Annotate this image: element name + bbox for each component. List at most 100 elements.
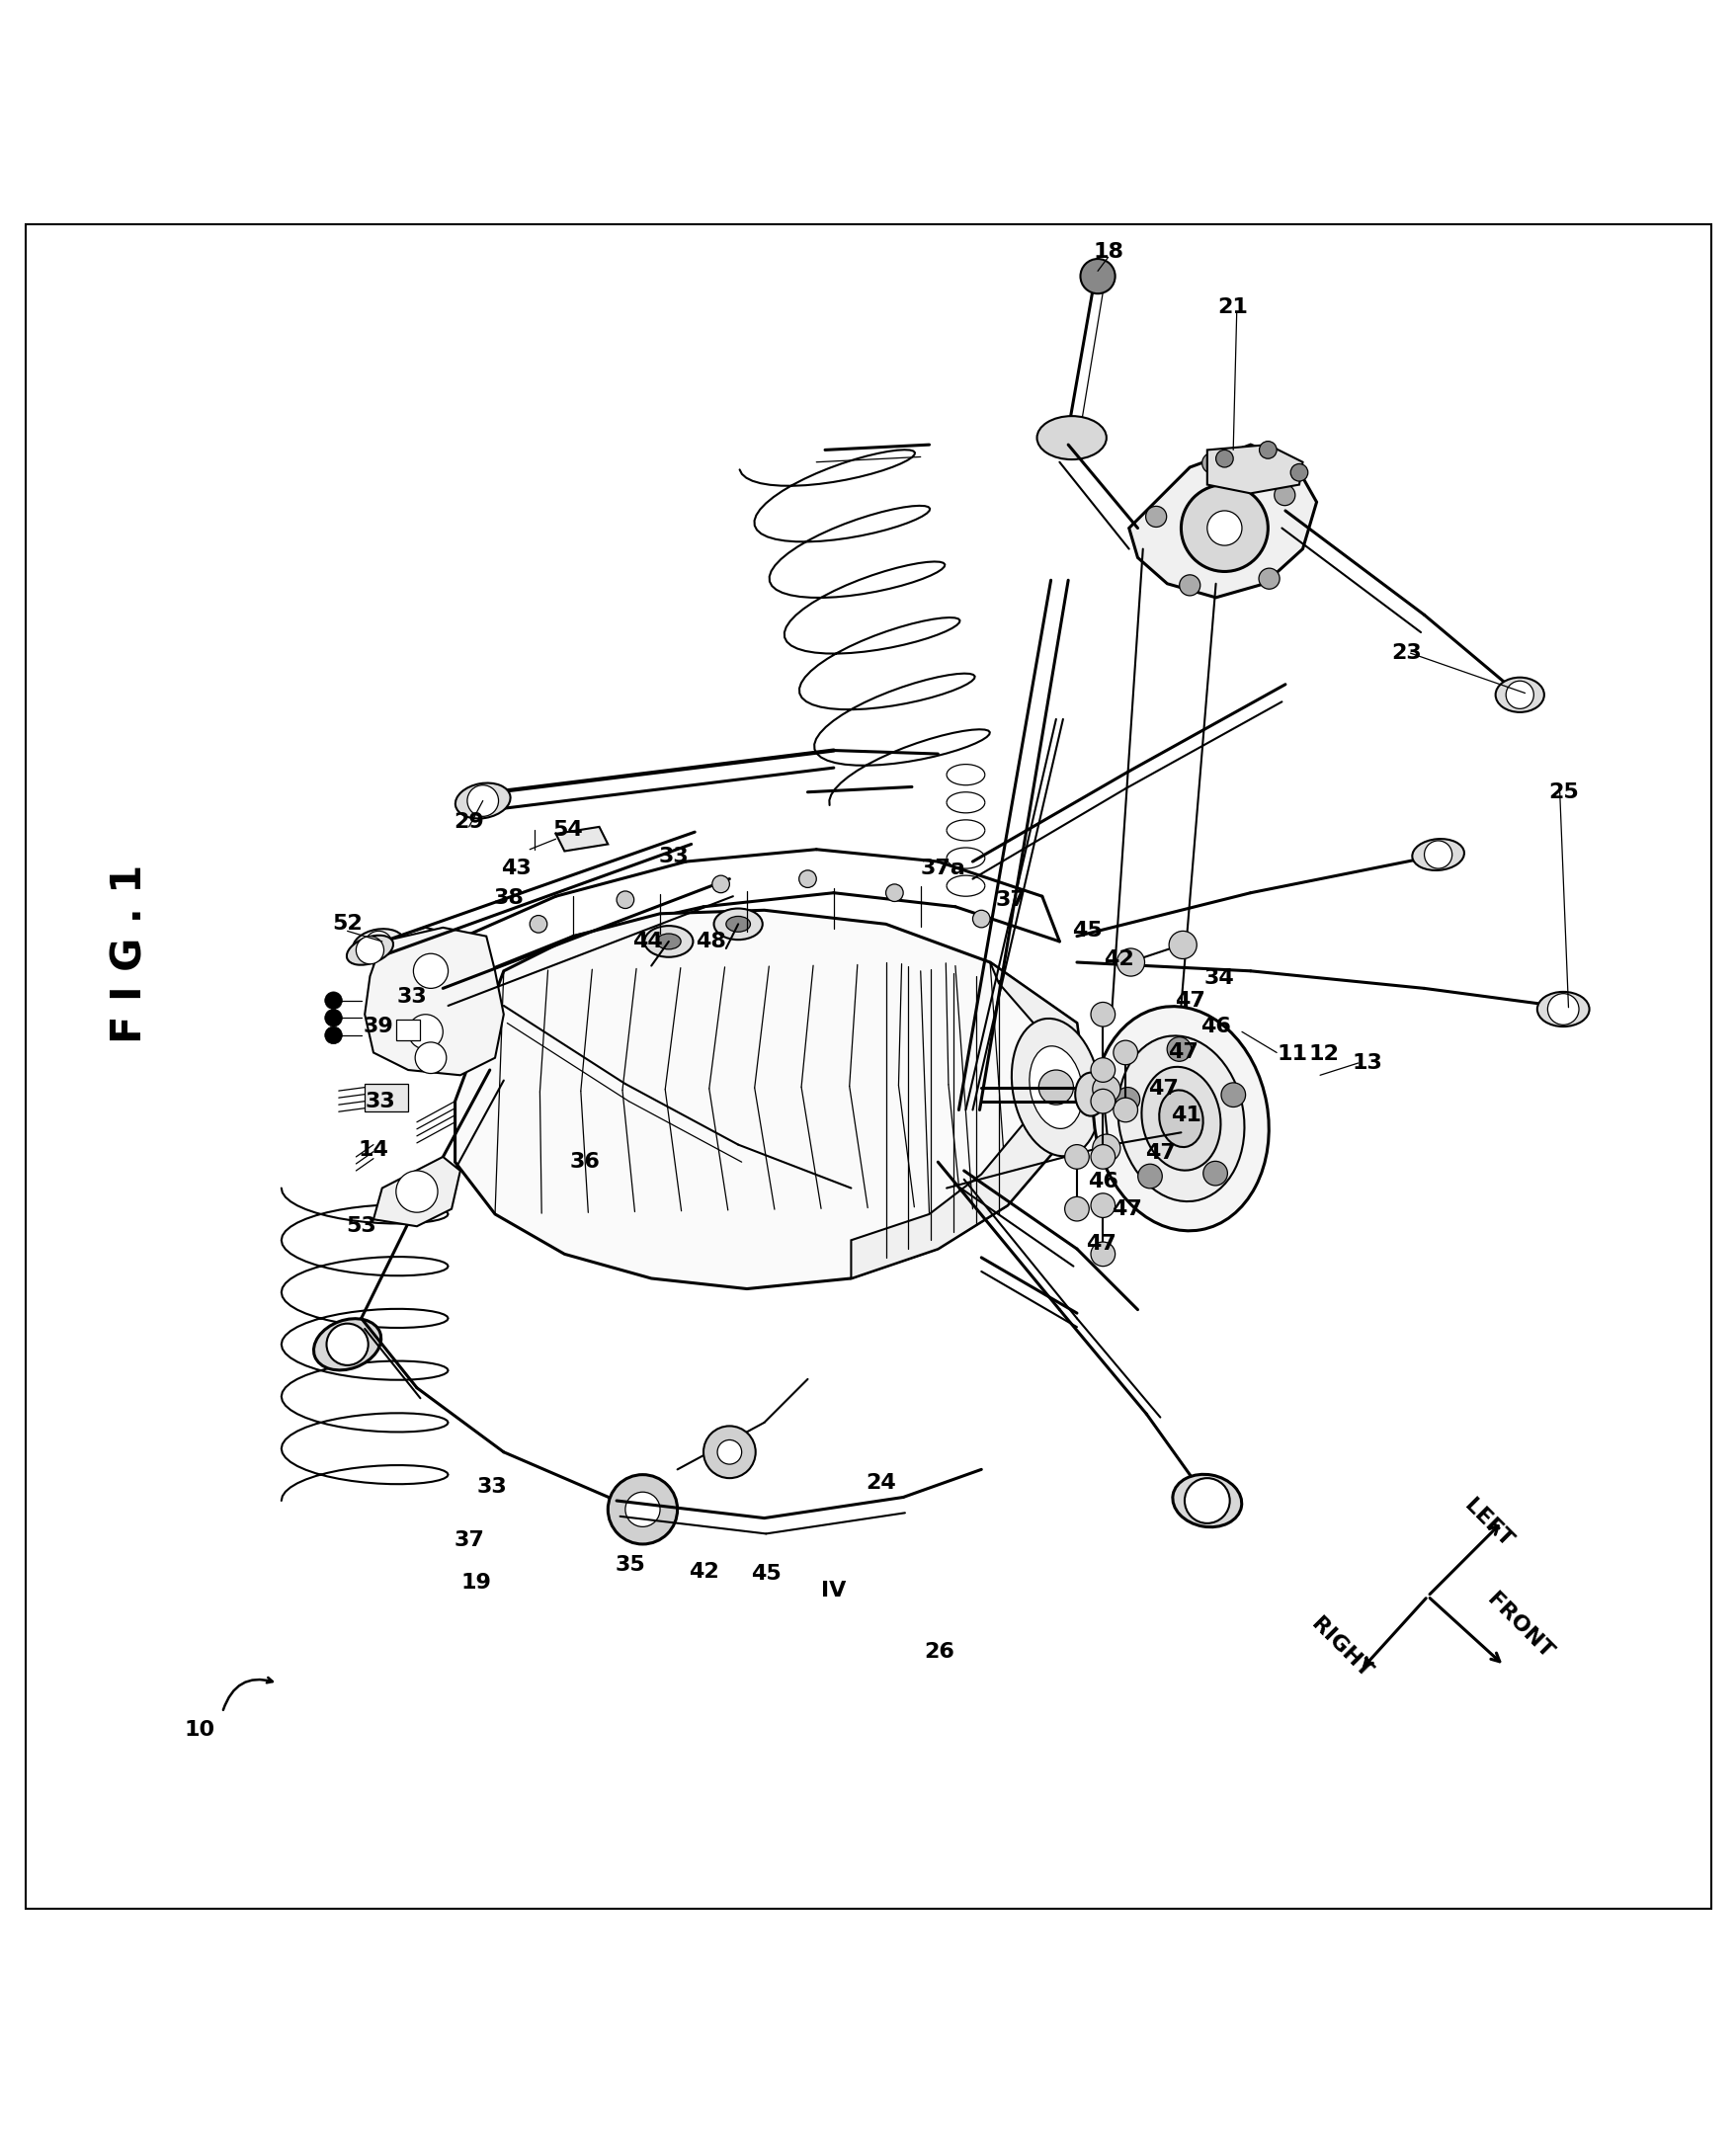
Circle shape [415, 1043, 446, 1073]
Circle shape [712, 875, 729, 894]
Circle shape [408, 1015, 443, 1049]
Circle shape [1092, 1075, 1120, 1103]
Polygon shape [365, 1084, 408, 1111]
Circle shape [1201, 452, 1222, 474]
Ellipse shape [1010, 1020, 1101, 1156]
Circle shape [325, 992, 342, 1009]
Text: 19: 19 [460, 1572, 491, 1591]
Text: 26: 26 [924, 1642, 955, 1662]
Circle shape [1116, 949, 1144, 977]
Circle shape [1090, 1003, 1115, 1026]
Text: 48: 48 [694, 932, 726, 951]
Text: LEFT: LEFT [1460, 1495, 1516, 1551]
Polygon shape [373, 928, 469, 988]
Ellipse shape [1118, 1037, 1243, 1201]
Ellipse shape [1172, 1474, 1241, 1527]
Ellipse shape [347, 936, 392, 964]
Circle shape [703, 1427, 755, 1478]
Circle shape [1215, 450, 1233, 467]
Ellipse shape [1075, 1073, 1106, 1116]
Text: 41: 41 [1170, 1105, 1201, 1124]
Ellipse shape [713, 909, 762, 941]
Circle shape [1146, 506, 1167, 527]
Circle shape [1090, 1241, 1115, 1267]
Polygon shape [556, 828, 608, 851]
Circle shape [1547, 994, 1578, 1024]
Ellipse shape [352, 928, 404, 962]
Circle shape [1090, 1090, 1115, 1113]
Text: 12: 12 [1307, 1045, 1338, 1064]
Circle shape [616, 892, 634, 909]
Text: 11: 11 [1276, 1045, 1307, 1064]
Ellipse shape [644, 926, 693, 958]
Ellipse shape [1411, 838, 1463, 870]
Circle shape [1064, 1145, 1088, 1169]
Ellipse shape [314, 1318, 380, 1369]
Ellipse shape [1029, 1045, 1082, 1128]
Ellipse shape [1141, 1066, 1220, 1171]
Circle shape [1090, 1192, 1115, 1218]
Text: F I G . 1: F I G . 1 [109, 864, 151, 1043]
Polygon shape [455, 911, 1085, 1288]
Text: 47: 47 [1147, 1079, 1179, 1098]
Text: 54: 54 [552, 821, 583, 840]
Circle shape [625, 1491, 660, 1527]
Circle shape [325, 1026, 342, 1043]
Circle shape [1274, 484, 1295, 506]
Text: 35: 35 [615, 1555, 646, 1574]
Text: 24: 24 [865, 1474, 896, 1493]
Circle shape [1259, 442, 1276, 459]
Polygon shape [851, 962, 1085, 1278]
Text: 45: 45 [750, 1563, 781, 1583]
Ellipse shape [1536, 992, 1588, 1026]
Text: 45: 45 [1071, 921, 1102, 941]
Circle shape [326, 1325, 368, 1365]
Circle shape [1167, 1037, 1191, 1062]
Text: 42: 42 [1102, 949, 1134, 968]
Ellipse shape [455, 783, 510, 819]
Polygon shape [365, 928, 503, 1075]
Circle shape [1064, 1197, 1088, 1220]
Circle shape [1220, 1084, 1245, 1107]
Text: RIGHT: RIGHT [1305, 1615, 1375, 1683]
Text: 39: 39 [363, 1017, 394, 1037]
Ellipse shape [1158, 1090, 1203, 1148]
Text: 42: 42 [687, 1561, 719, 1583]
Circle shape [396, 1171, 437, 1212]
Text: 53: 53 [345, 1216, 377, 1237]
Text: 14: 14 [358, 1139, 389, 1160]
Text: 46: 46 [1200, 1017, 1231, 1037]
Circle shape [1259, 567, 1279, 589]
Circle shape [1203, 1160, 1227, 1186]
Text: 18: 18 [1092, 241, 1123, 262]
Ellipse shape [656, 934, 681, 949]
Circle shape [1092, 1135, 1120, 1162]
Ellipse shape [726, 917, 750, 932]
Text: FRONT: FRONT [1483, 1589, 1555, 1662]
Circle shape [413, 953, 448, 988]
Text: 52: 52 [332, 915, 363, 934]
Text: 43: 43 [500, 860, 531, 879]
Text: 44: 44 [632, 932, 663, 951]
Text: 21: 21 [1217, 299, 1248, 318]
Circle shape [1184, 1478, 1229, 1523]
Circle shape [1080, 258, 1115, 294]
Circle shape [1090, 1145, 1115, 1169]
Polygon shape [373, 1156, 460, 1226]
Text: 33: 33 [476, 1476, 507, 1497]
Text: 34: 34 [1203, 968, 1234, 988]
Circle shape [356, 936, 384, 964]
Text: 25: 25 [1547, 783, 1578, 802]
Text: 37a: 37a [920, 860, 965, 879]
Circle shape [1090, 1058, 1115, 1081]
Circle shape [1179, 574, 1200, 595]
Text: 29: 29 [453, 813, 484, 832]
Text: 47: 47 [1085, 1233, 1116, 1254]
Text: 47: 47 [1144, 1143, 1175, 1162]
Ellipse shape [1036, 416, 1106, 459]
Circle shape [1113, 1098, 1137, 1122]
Circle shape [1038, 1071, 1073, 1105]
Circle shape [1137, 1165, 1161, 1188]
Text: 36: 36 [569, 1152, 601, 1171]
Circle shape [1207, 510, 1241, 546]
